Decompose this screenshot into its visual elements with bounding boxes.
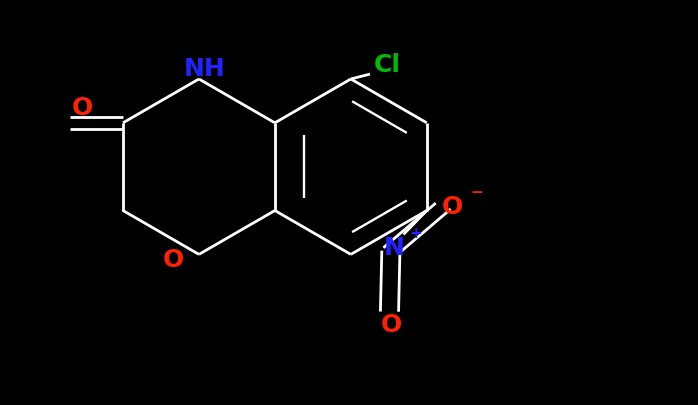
Text: O: O: [380, 312, 401, 336]
Text: N: N: [384, 235, 405, 259]
Text: +: +: [410, 226, 422, 240]
Text: Cl: Cl: [374, 53, 401, 77]
Text: −: −: [470, 184, 483, 199]
Text: O: O: [163, 247, 184, 271]
Text: O: O: [72, 95, 93, 119]
Text: NH: NH: [184, 57, 225, 81]
Text: O: O: [442, 194, 463, 219]
